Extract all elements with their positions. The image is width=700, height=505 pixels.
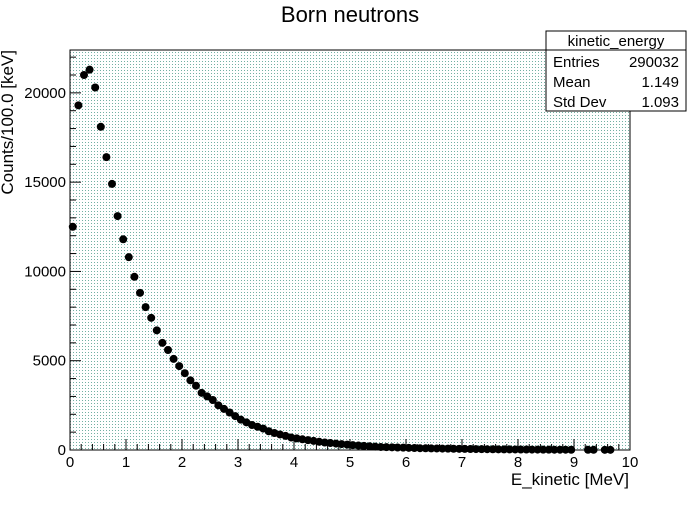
data-point — [516, 445, 525, 454]
data-point — [399, 443, 408, 452]
y-tick-label: 20000 — [24, 85, 66, 102]
data-point — [539, 445, 548, 454]
data-point — [141, 303, 150, 312]
data-point — [404, 443, 413, 452]
data-point — [169, 354, 178, 363]
x-tick-label: 6 — [402, 454, 410, 471]
data-point — [556, 445, 564, 454]
data-point — [130, 272, 139, 281]
x-tick-label: 2 — [178, 454, 186, 471]
x-tick-label: 8 — [514, 454, 522, 471]
x-axis: 0 1 2 3 4 5 6 7 8 9 10 — [66, 439, 639, 471]
data-point — [421, 444, 430, 453]
data-point — [175, 362, 184, 371]
stats-box: kinetic_energy Entries 290032 Mean 1.149… — [545, 30, 687, 112]
data-point — [466, 445, 475, 454]
y-tick-label: 10000 — [24, 263, 66, 280]
data-point — [432, 444, 441, 453]
x-tick-label: 1 — [122, 454, 130, 471]
data-point — [124, 253, 133, 262]
data-point — [147, 313, 156, 322]
data-point — [561, 445, 570, 454]
x-tick-label: 9 — [570, 454, 578, 471]
data-point — [522, 445, 531, 454]
data-point — [488, 445, 497, 454]
stats-stddev-value: 1.093 — [641, 94, 679, 111]
data-point — [528, 445, 536, 454]
data-point — [74, 101, 83, 110]
data-points — [68, 65, 615, 454]
x-tick-label: 10 — [622, 454, 639, 471]
data-point — [68, 222, 77, 231]
data-point — [85, 65, 94, 74]
data-point — [136, 288, 144, 297]
data-point — [158, 338, 167, 347]
data-point — [544, 445, 553, 454]
stats-entries-value: 290032 — [629, 54, 679, 71]
stats-mean-value: 1.149 — [641, 74, 679, 91]
data-point — [477, 445, 486, 454]
data-point — [589, 445, 598, 454]
stats-stddev-label: Std Dev — [553, 94, 607, 111]
data-point — [505, 445, 514, 454]
data-point — [208, 396, 217, 404]
y-axis-label: Counts/100.0 [keV] — [0, 50, 17, 195]
data-point — [91, 83, 100, 92]
x-axis-label: E_kinetic [MeV] — [511, 470, 629, 489]
data-point — [438, 444, 447, 453]
data-point — [449, 444, 458, 453]
x-tick-label: 0 — [66, 454, 74, 471]
data-point — [472, 445, 480, 454]
data-point — [388, 443, 396, 452]
data-point — [600, 445, 609, 454]
x-tick-label: 3 — [234, 454, 242, 471]
data-point — [494, 445, 503, 454]
data-point — [119, 235, 128, 244]
y-axis: 0 5000 10000 15000 20000 — [24, 56, 81, 459]
data-point — [180, 369, 189, 378]
data-point — [96, 122, 105, 131]
data-point — [606, 445, 615, 454]
data-point — [427, 444, 436, 453]
data-point — [455, 444, 464, 453]
data-point — [152, 326, 161, 335]
stats-entries-label: Entries — [553, 54, 600, 71]
plot-area — [69, 49, 631, 451]
stats-mean-label: Mean — [553, 74, 591, 91]
x-tick-label: 5 — [346, 454, 354, 471]
data-point — [113, 212, 122, 221]
stats-box-title: kinetic_energy — [568, 33, 665, 50]
data-point — [460, 444, 469, 453]
x-tick-label: 7 — [458, 454, 466, 471]
data-point — [416, 444, 424, 453]
data-point — [533, 445, 542, 454]
data-point — [444, 444, 452, 453]
data-point — [483, 445, 492, 454]
y-tick-label: 15000 — [24, 174, 66, 191]
x-tick-label: 4 — [290, 454, 298, 471]
data-point — [80, 71, 88, 79]
data-point — [376, 442, 385, 451]
data-point — [500, 445, 508, 454]
data-point — [410, 444, 419, 453]
data-point — [550, 445, 559, 454]
chart-title: Born neutrons — [281, 2, 419, 27]
data-point — [584, 445, 592, 454]
data-point — [108, 179, 116, 188]
data-point — [393, 443, 402, 452]
y-tick-label: 0 — [58, 442, 66, 459]
data-point — [186, 376, 195, 385]
data-point — [382, 443, 391, 452]
data-point — [192, 381, 200, 390]
data-point — [567, 445, 576, 454]
data-point — [164, 346, 172, 354]
y-tick-label: 5000 — [33, 353, 66, 370]
data-point — [102, 153, 111, 162]
data-point — [511, 445, 520, 454]
